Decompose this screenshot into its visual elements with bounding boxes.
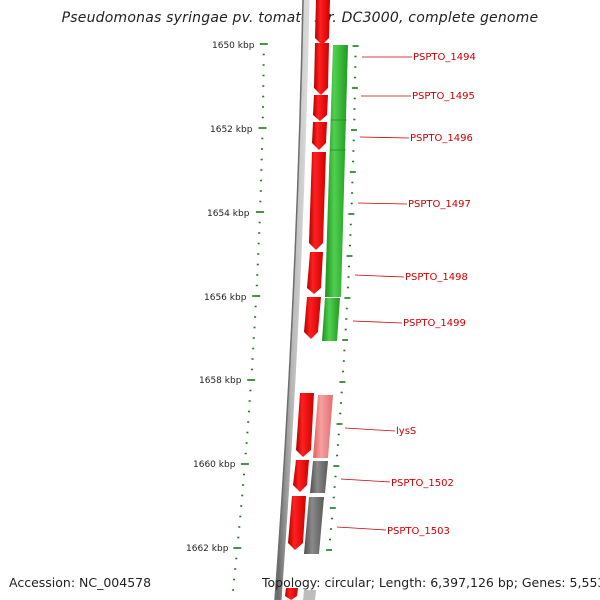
pink-gene-feature: [313, 395, 333, 458]
cds-feature: [312, 122, 327, 150]
gray-gene-feature: [303, 590, 316, 600]
tick-label: 1652 kbp: [210, 125, 253, 135]
gene-label: PSPTO_1498: [405, 272, 468, 283]
tick-label: 1650 kbp: [212, 41, 255, 51]
leader-line: [357, 202, 408, 205]
map-title: Pseudomonas syringae pv. tomato str. DC3…: [61, 10, 539, 26]
leader-line: [340, 478, 391, 483]
gray-gene-feature: [304, 497, 324, 554]
gene-label: PSPTO_1503: [387, 526, 450, 537]
scale-labels: 1650 kbp 1652 kbp 1654 kbp 1656 kbp 1658…: [186, 41, 255, 554]
gene-track: [303, 45, 348, 600]
tick-label: 1662 kbp: [186, 544, 229, 554]
cds-feature: [304, 297, 321, 339]
leader-line: [336, 526, 387, 531]
gene-label: PSPTO_1497: [408, 199, 471, 210]
accession-text: Accession: NC_004578: [9, 575, 152, 590]
cds-feature: [309, 152, 326, 250]
gene-label: PSPTO_1499: [403, 318, 466, 329]
tick-label: 1660 kbp: [193, 460, 236, 470]
cds-track: [285, 0, 330, 600]
backbone-ring-outline: [274, 0, 304, 600]
forward-gene-feature: [322, 298, 340, 341]
gene-labels: PSPTO_1494 PSPTO_1495 PSPTO_1496 PSPTO_1…: [336, 52, 476, 537]
leader-line: [344, 427, 396, 432]
leader-line: [354, 274, 405, 278]
genome-summary-text: Topology: circular; Length: 6,397,126 bp…: [262, 575, 600, 590]
gene-label: lysS: [396, 426, 416, 437]
cds-feature: [293, 460, 309, 492]
tick-label: 1658 kbp: [199, 376, 242, 386]
gray-gene-feature: [310, 461, 328, 493]
gene-label: PSPTO_1496: [410, 133, 473, 144]
tick-label: 1654 kbp: [207, 209, 250, 219]
gene-label: PSPTO_1494: [413, 52, 476, 63]
cds-feature: [314, 43, 329, 95]
scale-ticks: [232, 43, 359, 591]
cds-feature: [307, 252, 323, 294]
cds-feature: [296, 393, 314, 457]
tick-label: 1656 kbp: [204, 293, 247, 303]
leader-line: [352, 320, 403, 324]
cds-feature: [288, 496, 306, 550]
cds-feature: [285, 588, 298, 600]
cds-feature: [315, 0, 330, 45]
leader-line: [359, 136, 410, 139]
gene-label: PSPTO_1502: [391, 478, 454, 489]
forward-gene-feature: [325, 45, 348, 297]
backbone-ring: [274, 0, 310, 600]
cds-feature: [313, 95, 328, 121]
gene-label: PSPTO_1495: [412, 91, 475, 102]
